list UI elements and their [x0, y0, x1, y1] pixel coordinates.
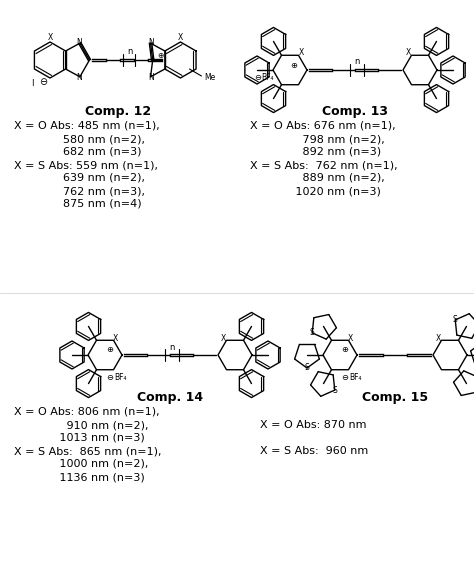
Text: S: S: [305, 363, 310, 373]
Text: BF₄: BF₄: [262, 74, 274, 82]
Text: Comp. 14: Comp. 14: [137, 391, 203, 404]
Text: X = O Abs: 870 nm: X = O Abs: 870 nm: [260, 420, 366, 430]
Text: S: S: [332, 386, 337, 394]
Text: Comp. 15: Comp. 15: [362, 391, 428, 404]
Text: X: X: [436, 334, 441, 343]
Text: I: I: [31, 80, 33, 88]
Text: ⊖: ⊖: [255, 74, 262, 82]
Text: ⊕: ⊕: [341, 346, 348, 355]
Text: Comp. 13: Comp. 13: [322, 105, 388, 118]
Text: X = S Abs:  762 nm (n=1),: X = S Abs: 762 nm (n=1),: [250, 160, 398, 170]
Text: 892 nm (n=3): 892 nm (n=3): [250, 147, 381, 157]
Text: BF₄: BF₄: [350, 373, 362, 381]
Text: Comp. 12: Comp. 12: [85, 105, 151, 118]
Text: N: N: [76, 37, 82, 47]
Text: N: N: [149, 73, 155, 82]
Text: X = O Abs: 806 nm (n=1),: X = O Abs: 806 nm (n=1),: [14, 407, 160, 417]
Text: 798 nm (n=2),: 798 nm (n=2),: [250, 134, 385, 144]
Text: 682 nm (n=3): 682 nm (n=3): [14, 147, 142, 157]
Text: 580 nm (n=2),: 580 nm (n=2),: [14, 134, 145, 144]
Text: ⊖: ⊖: [107, 373, 113, 381]
Text: n: n: [169, 342, 175, 352]
Text: ⊕: ⊕: [291, 61, 298, 71]
Text: X: X: [406, 48, 411, 57]
Text: 1136 nm (n=3): 1136 nm (n=3): [14, 472, 145, 482]
Text: S: S: [310, 328, 315, 338]
Text: X: X: [221, 334, 226, 343]
Text: X = S Abs:  960 nm: X = S Abs: 960 nm: [260, 446, 368, 456]
Text: X: X: [178, 33, 183, 42]
Text: X: X: [113, 334, 118, 343]
Text: ⊕: ⊕: [157, 50, 164, 60]
Text: N: N: [76, 73, 82, 82]
Text: X: X: [348, 334, 353, 343]
Text: 639 nm (n=2),: 639 nm (n=2),: [14, 173, 145, 183]
Text: X: X: [47, 33, 53, 42]
Text: X = O Abs: 485 nm (n=1),: X = O Abs: 485 nm (n=1),: [14, 121, 160, 131]
Text: 1020 nm (n=3): 1020 nm (n=3): [250, 186, 381, 196]
Text: n: n: [127, 47, 132, 57]
Text: N: N: [149, 37, 155, 47]
Text: BF₄: BF₄: [115, 373, 127, 381]
Text: ⊖: ⊖: [341, 373, 348, 381]
Text: X: X: [299, 48, 304, 57]
Text: ⊖: ⊖: [39, 77, 47, 87]
Text: 889 nm (n=2),: 889 nm (n=2),: [250, 173, 385, 183]
Text: 1013 nm (n=3): 1013 nm (n=3): [14, 433, 145, 443]
Text: 875 nm (n=4): 875 nm (n=4): [14, 199, 142, 209]
Text: X = S Abs: 559 nm (n=1),: X = S Abs: 559 nm (n=1),: [14, 160, 158, 170]
Text: n: n: [354, 57, 360, 67]
Text: 910 nm (n=2),: 910 nm (n=2),: [14, 420, 148, 430]
Text: ⊕: ⊕: [107, 346, 113, 355]
Text: S: S: [453, 315, 457, 325]
Text: X = O Abs: 676 nm (n=1),: X = O Abs: 676 nm (n=1),: [250, 121, 396, 131]
Text: X = S Abs:  865 nm (n=1),: X = S Abs: 865 nm (n=1),: [14, 446, 162, 456]
Text: Me: Me: [204, 74, 216, 82]
Text: 1000 nm (n=2),: 1000 nm (n=2),: [14, 459, 148, 469]
Text: 762 nm (n=3),: 762 nm (n=3),: [14, 186, 145, 196]
